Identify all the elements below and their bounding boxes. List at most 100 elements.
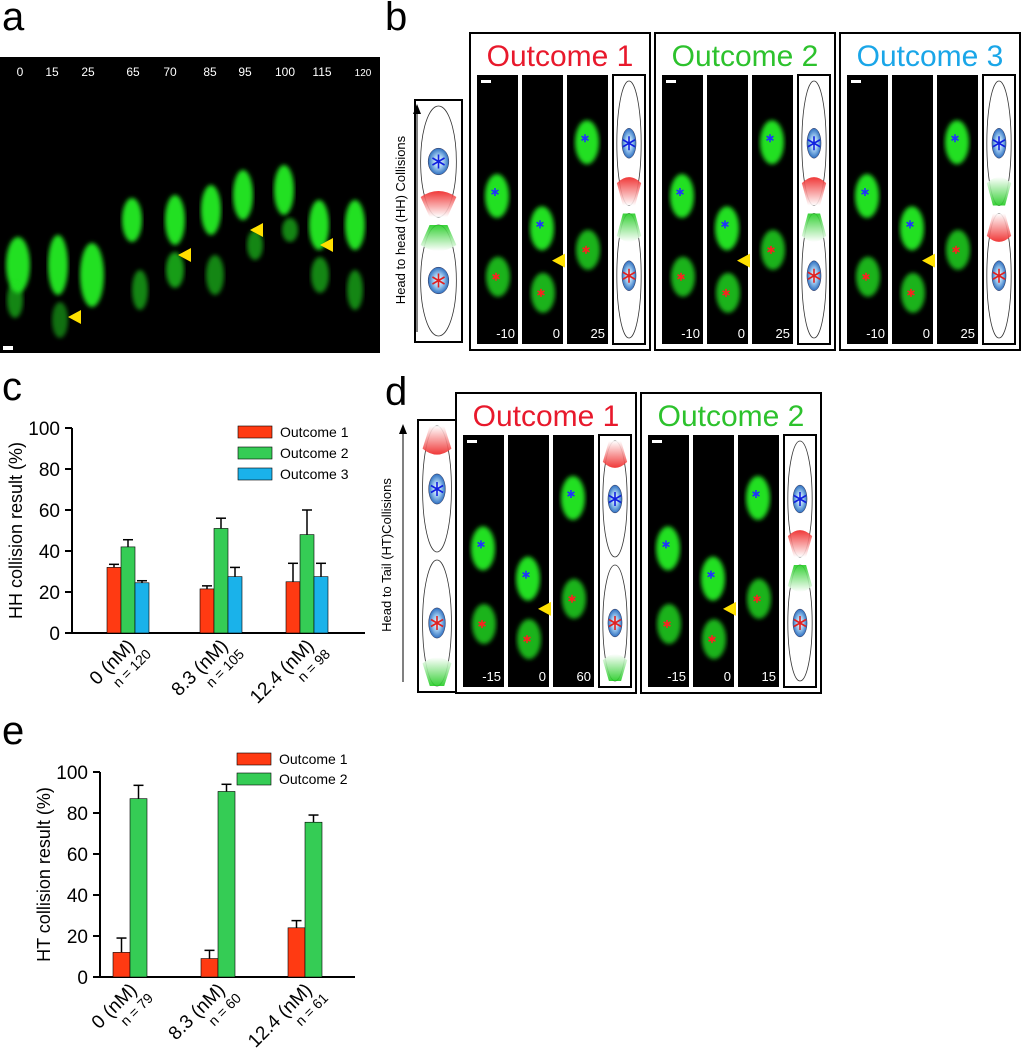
time-label: 0 — [17, 65, 24, 79]
legend-label: Outcome 2 — [279, 771, 348, 787]
cell — [166, 252, 184, 288]
asterisk — [861, 188, 869, 197]
asterisk — [952, 245, 960, 254]
scale-bar — [652, 440, 662, 443]
asterisk — [478, 620, 486, 628]
cell-edge — [986, 213, 1012, 242]
cell — [233, 170, 253, 220]
cell — [716, 272, 740, 313]
y-tick-label: 80 — [39, 460, 60, 481]
time-label: -15 — [482, 669, 501, 684]
arrowhead — [552, 253, 565, 268]
cell-edge — [420, 191, 457, 217]
bar — [227, 576, 243, 634]
time-label: 0 — [724, 669, 731, 684]
bar — [313, 576, 329, 634]
cell-edge — [801, 177, 827, 206]
panel-label: e — [2, 709, 24, 753]
bar — [134, 582, 150, 634]
legend-label: Outcome 2 — [280, 445, 349, 461]
asterisk — [581, 134, 589, 143]
time-label: 15 — [762, 669, 776, 684]
asterisk — [522, 570, 530, 579]
bar — [299, 534, 315, 634]
asterisk — [491, 188, 499, 197]
time-label: -10 — [496, 326, 515, 341]
cell — [701, 556, 725, 601]
micrograph — [937, 75, 978, 344]
time-label: 25 — [81, 65, 95, 79]
time-label: 0 — [553, 326, 560, 341]
legend-swatch — [236, 752, 272, 766]
cell — [274, 165, 294, 215]
time-label: 25 — [591, 326, 605, 341]
cell — [485, 174, 509, 219]
asterisk — [662, 540, 670, 549]
cell — [901, 272, 925, 313]
time-label: -10 — [866, 326, 885, 341]
y-tick-label: 60 — [39, 501, 60, 522]
legend-swatch — [237, 425, 273, 439]
cell — [856, 256, 880, 297]
cell — [946, 229, 970, 270]
time-label: -10 — [681, 326, 700, 341]
scale-bar — [481, 80, 491, 83]
asterisk — [753, 594, 761, 603]
cell — [486, 256, 510, 297]
cell — [201, 185, 221, 235]
cell — [656, 526, 680, 571]
bar — [304, 821, 323, 978]
time-label: 60 — [577, 669, 591, 684]
time-label: 115 — [312, 65, 331, 79]
cell — [855, 174, 879, 219]
cell — [561, 476, 585, 520]
cell — [531, 272, 555, 313]
arrowhead — [68, 310, 81, 324]
micrograph — [738, 435, 779, 687]
cell — [715, 206, 739, 251]
asterisk — [807, 268, 821, 283]
time-label: 120 — [355, 68, 372, 79]
cell-edge — [602, 441, 628, 468]
asterisk — [677, 272, 685, 281]
micrograph — [553, 435, 594, 687]
time-label: 100 — [275, 65, 295, 79]
cell — [122, 198, 142, 242]
panel-label: d — [385, 370, 407, 414]
time-label: 0 — [539, 669, 546, 684]
asterisk — [906, 220, 914, 229]
time-label: 70 — [163, 65, 177, 79]
asterisk — [951, 134, 959, 143]
bar — [287, 927, 306, 978]
asterisk — [752, 490, 760, 498]
asterisk — [663, 620, 671, 628]
arrowhead — [737, 253, 750, 268]
cell — [282, 218, 298, 242]
asterisk — [676, 188, 684, 197]
y-tick-label: 20 — [39, 583, 60, 604]
y-tick-label: 100 — [56, 763, 88, 784]
arrowhead — [922, 253, 935, 268]
legend-swatch — [237, 446, 273, 460]
cell-edge — [616, 177, 642, 206]
bar — [120, 546, 136, 634]
scale-bar — [3, 346, 13, 350]
cell — [471, 526, 495, 571]
y-tick-label: 0 — [77, 968, 88, 989]
time-label: -15 — [667, 669, 686, 684]
arrowhead — [538, 601, 551, 616]
cell — [671, 256, 695, 297]
asterisk — [992, 136, 1006, 151]
asterisk — [622, 136, 636, 151]
asterisk — [608, 616, 622, 630]
asterisk — [708, 635, 716, 644]
micrograph — [752, 75, 793, 344]
micrograph — [567, 75, 608, 344]
asterisk — [907, 288, 915, 297]
time-label: 15 — [45, 65, 59, 79]
asterisk — [523, 635, 531, 644]
asterisk — [707, 570, 715, 579]
scale-bar — [467, 440, 477, 443]
side-label: Head to head (HH) Collisions — [393, 135, 408, 304]
